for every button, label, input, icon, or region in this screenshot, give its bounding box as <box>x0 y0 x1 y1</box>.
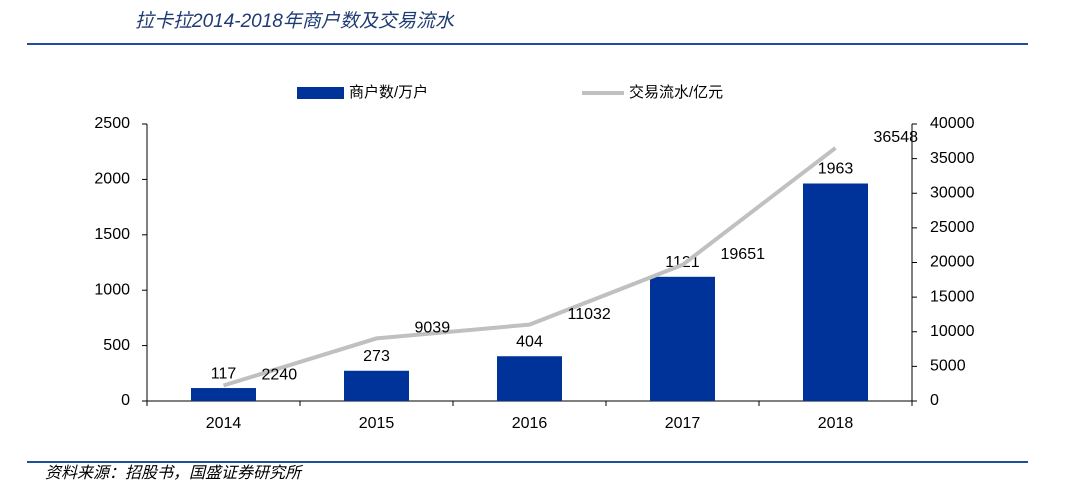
line-value-label: 11032 <box>568 306 611 323</box>
y2-tick-label: 40000 <box>930 115 975 132</box>
y2-tick-label: 5000 <box>930 358 966 375</box>
source-note: 资料来源：招股书，国盛证券研究所 <box>45 464 304 482</box>
line-value-label: 2240 <box>262 367 298 384</box>
x-tick-label: 2018 <box>818 415 854 432</box>
x-tick-label: 2016 <box>512 415 548 432</box>
bar-value-label: 1963 <box>818 161 854 178</box>
bar <box>650 276 715 401</box>
y-tick-label: 0 <box>121 392 130 409</box>
legend-label: 交易流水/亿元 <box>629 83 723 101</box>
legend-label: 商户数/万户 <box>349 84 428 101</box>
bar-value-label: 273 <box>363 348 390 365</box>
y2-tick-label: 10000 <box>930 323 975 340</box>
y2-tick-label: 15000 <box>930 288 975 305</box>
line-value-label: 19651 <box>721 246 766 263</box>
y2-tick-label: 20000 <box>930 254 975 271</box>
y2-tick-label: 25000 <box>930 219 975 236</box>
chart-title: 拉卡拉2014-2018年商户数及交易流水 <box>135 10 455 32</box>
y-tick-label: 1000 <box>94 281 130 298</box>
bar-value-label: 404 <box>516 333 543 350</box>
y2-tick-label: 0 <box>930 392 939 409</box>
y2-tick-label: 30000 <box>930 184 975 201</box>
x-tick-label: 2017 <box>665 415 701 432</box>
bar <box>497 356 562 401</box>
y-tick-label: 1500 <box>94 226 130 243</box>
legend-swatch <box>297 87 344 99</box>
line-value-label: 36548 <box>874 129 919 146</box>
bar-value-label: 117 <box>211 365 237 382</box>
bar <box>344 370 409 401</box>
y2-tick-label: 35000 <box>930 150 975 167</box>
x-tick-label: 2014 <box>206 415 242 432</box>
y-tick-label: 500 <box>103 337 130 354</box>
line-value-label: 9039 <box>415 320 451 337</box>
x-tick-label: 2015 <box>359 415 395 432</box>
y-tick-label: 2500 <box>94 115 130 132</box>
line <box>222 146 837 388</box>
bar <box>191 388 256 401</box>
bar <box>803 183 868 401</box>
y-tick-label: 2000 <box>94 171 130 188</box>
